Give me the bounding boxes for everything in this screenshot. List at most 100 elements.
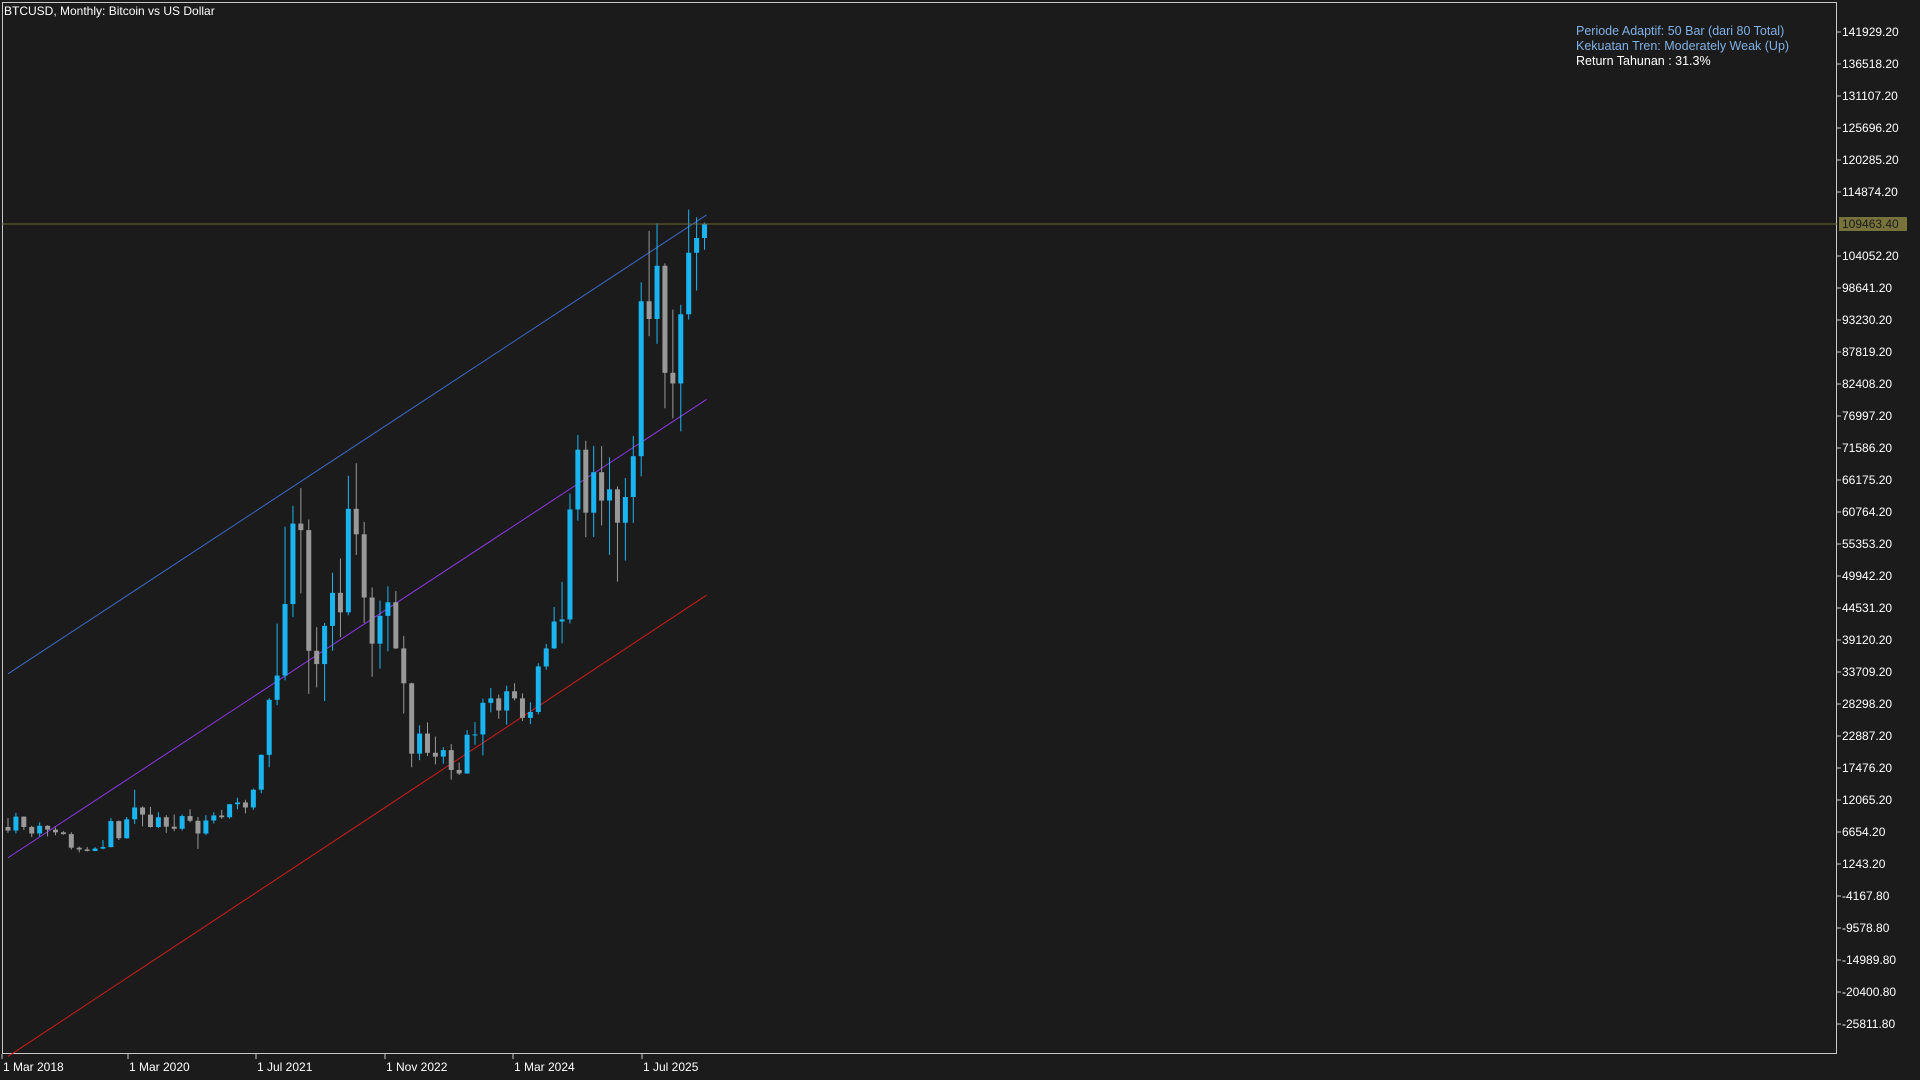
candle [448,744,454,780]
candle-body [322,625,328,665]
candle-body [694,237,700,253]
candle-body [567,509,573,620]
candle [203,815,209,835]
candle-body [266,699,272,755]
candle-body [163,817,169,827]
candle-body [211,815,217,821]
x-tick-label: 1 Jul 2021 [257,1060,313,1074]
y-tick-label: 104052.20 [1842,249,1899,263]
candle-body [187,816,193,821]
candle [630,436,636,524]
candle-body [124,819,130,839]
candle-body [45,825,51,830]
candle-body [638,301,644,457]
candle-body [337,592,343,613]
candle [52,827,58,836]
candle [694,217,700,291]
candle-body [13,816,19,831]
candle-body [448,750,454,770]
candle-body [258,754,264,790]
candle [551,607,557,649]
candle-body [345,508,351,613]
candle-body [409,683,415,754]
y-tick-label: 60764.20 [1842,505,1892,519]
candle-body [84,849,90,851]
y-tick-label: 93230.20 [1842,313,1892,327]
candle [76,846,82,853]
candle [155,812,161,829]
candle [179,814,185,831]
candle [512,683,518,701]
y-tick-label: -14989.80 [1842,953,1896,967]
x-tick-label: 1 Jul 2025 [643,1060,699,1074]
candle-body [670,372,676,384]
y-tick-label: 114874.20 [1842,185,1898,199]
candle-body [68,834,74,848]
candle [424,722,430,757]
candle-body [496,698,502,711]
y-tick-label: 22887.20 [1842,729,1892,743]
candle [29,825,35,838]
candle [599,446,605,526]
candle [116,820,122,841]
candle [417,725,423,761]
candle [654,223,660,344]
candle [21,816,27,830]
candle-body [92,848,98,851]
candle-body [456,769,462,774]
candle [504,685,510,725]
candle [92,847,98,852]
candle-body [614,489,620,523]
candle-body [599,472,605,501]
candle-body [686,252,692,315]
candle [401,635,407,714]
candle-body [512,691,518,699]
y-axis: 141929.20 136518.20 131107.20 125696.20 1202… [1837,25,1899,1031]
candle [488,688,494,713]
chart-frame [2,2,1837,1054]
candle [361,521,367,623]
candle [68,832,74,850]
y-tick-label: 141929.20 [1842,25,1899,39]
y-tick-label: 87819.20 [1842,345,1892,359]
candle-body [472,734,478,736]
candle [274,623,280,706]
candle [140,806,146,827]
candle [250,788,256,810]
candle-body [100,847,106,849]
candle [686,209,692,320]
candle [5,818,11,833]
candle [535,663,541,715]
candle [306,519,312,694]
candle-body [369,597,375,644]
y-tick-label: 71586.20 [1842,441,1892,455]
candle [638,282,644,477]
candle [393,591,399,649]
candle-body [440,750,446,757]
candle [84,847,90,852]
candle-body [242,802,248,808]
candle-body [306,530,312,651]
candle-body [290,523,296,605]
y-tick-label: -4167.80 [1842,889,1890,903]
candle [124,816,130,839]
candle-body [527,711,533,718]
candle [543,643,549,670]
candle [464,730,470,774]
candle [583,440,589,538]
candle [670,309,676,419]
candle-body [5,826,11,831]
y-tick-label: 55353.20 [1842,537,1892,551]
candle [242,799,248,814]
candles [5,209,708,853]
candle-body [424,733,430,753]
candle [219,809,225,819]
candle-body [60,832,66,835]
current-price-label: 109463.40 [1842,217,1899,231]
current-price: 109463.40 [2,216,1907,231]
candle [171,814,177,832]
channel-lower-line [7,594,707,1057]
candle [567,493,573,624]
candle-body [274,675,280,700]
